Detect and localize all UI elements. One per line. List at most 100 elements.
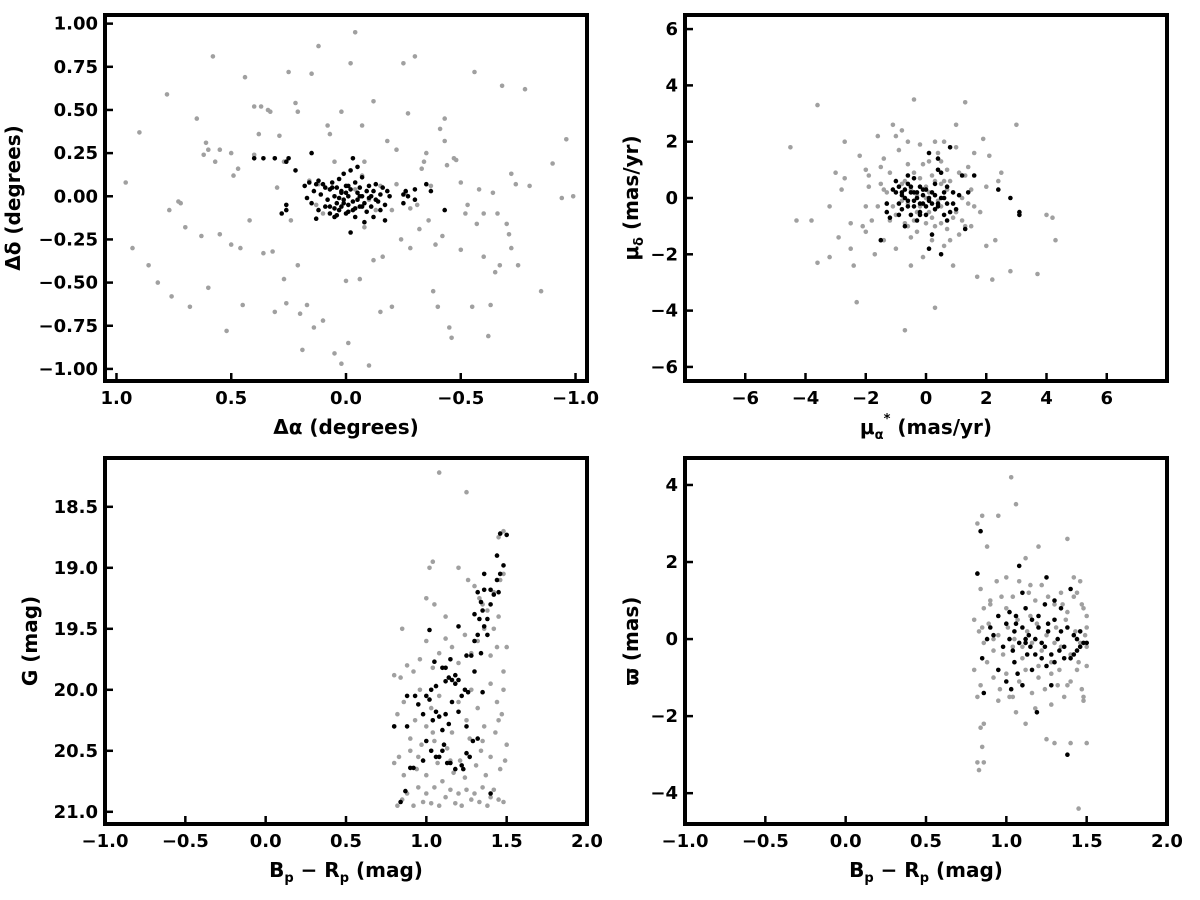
member-star-point [284, 202, 289, 208]
member-star-point [1077, 629, 1083, 634]
field-star-point [977, 209, 983, 215]
member-star-point [311, 188, 317, 194]
member-star-point [1013, 613, 1019, 619]
member-star-point [905, 204, 911, 209]
member-star-point [1058, 606, 1064, 611]
field-star-point [923, 221, 929, 226]
member-star-point [448, 657, 453, 662]
field-star-point [432, 602, 437, 607]
member-star-point [334, 200, 340, 206]
member-star-point [302, 183, 308, 189]
field-star-point [426, 218, 431, 223]
member-star-point [929, 232, 935, 237]
field-star-point [559, 195, 565, 201]
field-star-point [449, 644, 455, 650]
cmd-points [391, 470, 510, 808]
member-star-point [932, 192, 938, 198]
field-star-point [286, 69, 291, 75]
member-star-point [1023, 636, 1028, 642]
member-star-point [501, 563, 506, 568]
field-star-point [501, 687, 506, 693]
member-star-point [403, 188, 409, 194]
field-star-point [975, 521, 980, 526]
field-star-point [975, 760, 980, 765]
y-tick-label: 20.0 [54, 680, 98, 701]
field-star-point [380, 254, 386, 259]
field-star-point [860, 223, 865, 229]
field-star-point [320, 318, 326, 323]
parallax-frame [683, 456, 1169, 826]
field-star-point [827, 204, 832, 209]
member-star-point [978, 528, 983, 534]
member-star-point [448, 760, 453, 766]
field-star-point [137, 130, 142, 135]
member-star-point [428, 748, 434, 754]
field-star-point [1016, 679, 1022, 684]
field-star-point [944, 226, 950, 232]
y-tick-label: −6 [650, 357, 678, 378]
member-star-point [433, 709, 439, 715]
member-star-point [929, 201, 935, 206]
field-star-point [485, 803, 490, 808]
field-star-point [959, 195, 965, 201]
field-star-point [987, 153, 992, 159]
field-star-point [1013, 710, 1019, 715]
field-star-point [464, 489, 469, 495]
member-star-point [1004, 621, 1009, 626]
proper-motion-frame [683, 13, 1169, 383]
field-star-point [261, 250, 266, 256]
field-star-point [231, 173, 236, 178]
y-tick-label: −0.75 [39, 316, 99, 337]
member-star-point [467, 754, 473, 760]
y-tick-label: 20.5 [54, 741, 98, 762]
member-star-point [971, 173, 977, 178]
field-star-point [893, 246, 899, 251]
field-star-point [499, 83, 505, 89]
field-star-point [155, 280, 161, 285]
member-star-point [911, 204, 917, 209]
member-star-point [464, 653, 469, 658]
field-star-point [491, 626, 497, 632]
field-star-point [352, 187, 358, 192]
member-star-point [1049, 652, 1054, 657]
field-star-point [256, 131, 262, 137]
field-star-point [981, 606, 987, 611]
field-star-point [316, 43, 321, 49]
member-star-point [436, 714, 442, 719]
member-star-point [938, 252, 944, 257]
field-star-point [394, 181, 399, 187]
member-star-point [424, 738, 429, 744]
field-star-point [428, 183, 434, 189]
field-star-point [875, 204, 881, 209]
field-star-point [436, 693, 442, 699]
field-star-point [875, 133, 881, 139]
cmd-frame [103, 456, 589, 826]
field-star-point [417, 687, 423, 693]
member-star-point [443, 679, 448, 684]
field-star-point [401, 699, 407, 705]
member-star-point [481, 624, 487, 629]
field-star-point [488, 302, 493, 308]
member-star-point [456, 709, 461, 715]
field-star-point [1050, 215, 1055, 220]
member-star-point [896, 212, 902, 218]
field-star-point [458, 247, 464, 253]
field-star-point [1010, 644, 1016, 650]
field-star-point [206, 147, 211, 152]
member-star-point [346, 209, 351, 215]
field-star-point [300, 347, 305, 353]
y-tick-label: 18.5 [54, 497, 98, 518]
member-star-point [1013, 621, 1019, 626]
field-star-point [411, 803, 416, 808]
field-star-point [268, 109, 273, 114]
field-star-point [366, 363, 372, 368]
member-star-point [404, 693, 410, 699]
member-star-point [446, 721, 452, 727]
cmd-y-axis-label: G (mag) [18, 596, 42, 686]
member-star-point [1036, 613, 1041, 619]
x-tick-label: −0.5 [162, 831, 209, 852]
field-star-point [941, 178, 947, 184]
field-star-point [398, 237, 404, 242]
field-star-point [481, 254, 487, 259]
field-star-point [869, 218, 875, 223]
